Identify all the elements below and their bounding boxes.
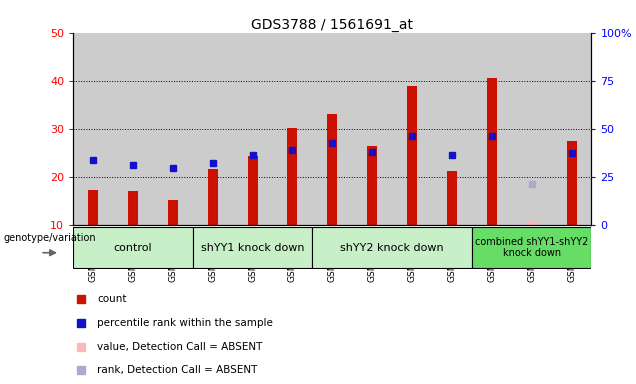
Bar [512, 33, 551, 225]
Bar [487, 78, 497, 225]
Bar [247, 157, 258, 225]
Text: percentile rank within the sample: percentile rank within the sample [97, 318, 273, 328]
Bar [567, 141, 576, 225]
Bar [272, 33, 312, 225]
Bar [551, 33, 591, 225]
Bar [128, 191, 138, 225]
Text: control: control [114, 243, 152, 253]
Text: genotype/variation: genotype/variation [4, 233, 96, 243]
Bar [193, 33, 233, 225]
Bar [168, 200, 178, 225]
Bar [392, 33, 432, 225]
Bar [287, 128, 298, 225]
Bar [312, 33, 352, 225]
Bar [312, 227, 472, 268]
Text: value, Detection Call = ABSENT: value, Detection Call = ABSENT [97, 342, 263, 352]
Bar [193, 227, 312, 268]
Bar [328, 114, 337, 225]
Bar [208, 169, 218, 225]
Text: shYY1 knock down: shYY1 knock down [201, 243, 304, 253]
Text: rank, Detection Call = ABSENT: rank, Detection Call = ABSENT [97, 365, 258, 375]
Bar [113, 33, 153, 225]
Title: GDS3788 / 1561691_at: GDS3788 / 1561691_at [251, 18, 413, 31]
Bar [407, 86, 417, 225]
Bar [352, 33, 392, 225]
Bar [447, 171, 457, 225]
Bar [73, 33, 113, 225]
Text: count: count [97, 294, 127, 304]
Bar [527, 221, 537, 225]
Bar [153, 33, 193, 225]
Bar [472, 227, 591, 268]
Bar [73, 227, 193, 268]
Bar [432, 33, 472, 225]
Text: combined shYY1-shYY2
knock down: combined shYY1-shYY2 knock down [475, 237, 588, 258]
Bar [367, 146, 377, 225]
Text: shYY2 knock down: shYY2 knock down [340, 243, 444, 253]
Bar [88, 190, 98, 225]
Bar [233, 33, 272, 225]
Bar [472, 33, 512, 225]
